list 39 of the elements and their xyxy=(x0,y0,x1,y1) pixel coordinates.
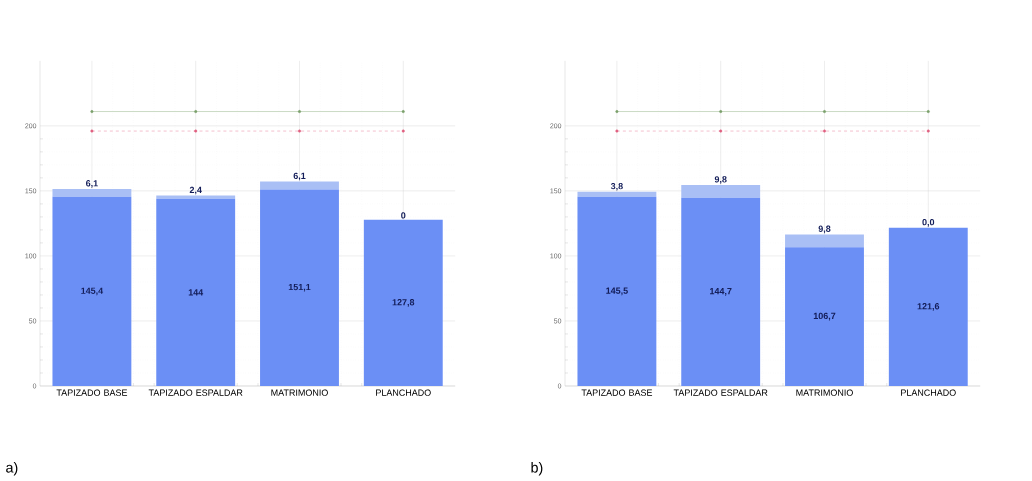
bar xyxy=(681,185,761,198)
data-label: 9,8 xyxy=(714,176,727,184)
bar xyxy=(785,247,864,386)
bar xyxy=(52,196,132,386)
bar xyxy=(681,197,761,386)
data-label: 6,1 xyxy=(86,180,98,188)
x-tick-label: TAPIZADO BASE xyxy=(581,389,653,396)
bar xyxy=(888,227,968,386)
data-label: 6,1 xyxy=(293,172,306,181)
x-tick-label: MATRIMONIO xyxy=(271,389,328,396)
data-label: 144 xyxy=(188,289,204,296)
x-tick-label: TAPIZADO ESPALDAR xyxy=(673,389,768,396)
data-label: 2,4 xyxy=(189,186,202,195)
data-label: 0 xyxy=(401,212,406,219)
data-label: 151,1 xyxy=(288,283,311,292)
data-label: 127,8 xyxy=(392,299,415,307)
data-label: 0,0 xyxy=(922,218,935,227)
bar xyxy=(785,234,864,248)
x-tick-label: TAPIZADO BASE xyxy=(56,389,128,396)
bar xyxy=(156,195,236,199)
x-tick-label: MATRIMONIO xyxy=(796,389,853,396)
x-tick-label: PLANCHADO xyxy=(376,389,431,396)
data-label: 121,6 xyxy=(917,303,940,311)
text: a) xyxy=(6,462,18,476)
bar xyxy=(260,189,339,386)
bar xyxy=(577,196,657,386)
data-label: 144,7 xyxy=(710,288,732,296)
data-label: 145,5 xyxy=(606,287,628,296)
data-label: 3,8 xyxy=(610,182,623,191)
bar xyxy=(52,188,132,197)
data-label: 9,8 xyxy=(818,225,831,234)
data-label: 106,7 xyxy=(813,312,836,321)
bar xyxy=(577,191,657,197)
data-label: 145,4 xyxy=(81,287,104,296)
x-tick-label: TAPIZADO ESPALDAR xyxy=(148,389,243,396)
bar xyxy=(156,198,236,386)
x-tick-label: PLANCHADO xyxy=(901,389,956,396)
bar xyxy=(363,219,443,386)
text: b) xyxy=(531,462,543,476)
